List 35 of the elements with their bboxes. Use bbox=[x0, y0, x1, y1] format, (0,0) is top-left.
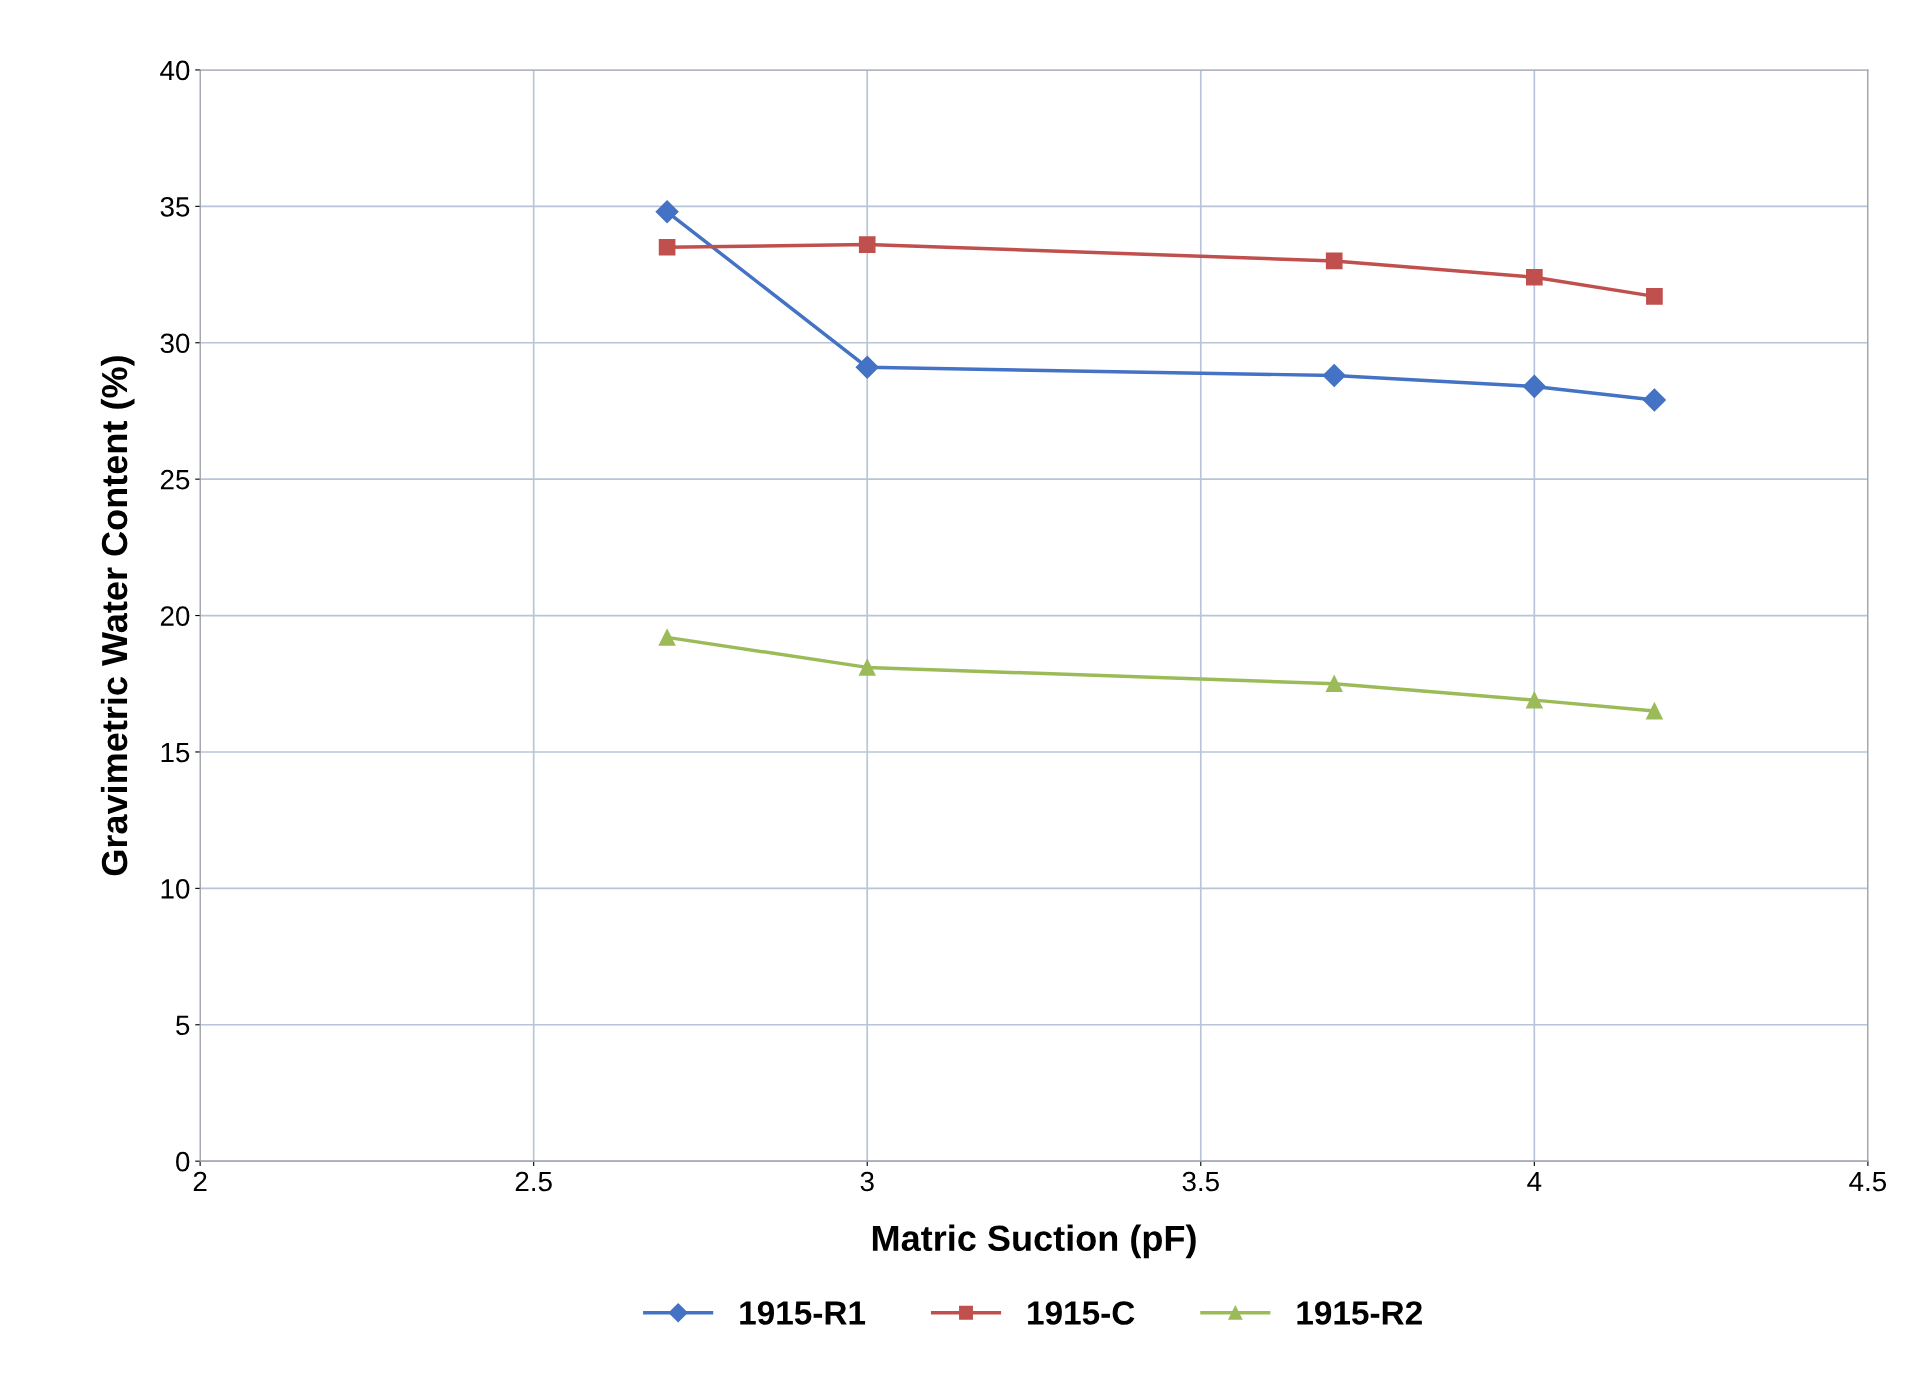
point bbox=[1642, 388, 1666, 412]
point bbox=[655, 200, 679, 224]
legend-label: 1915-R2 bbox=[1297, 1301, 1422, 1325]
y-tick-label: 25 bbox=[160, 469, 190, 490]
y-tick-label: 20 bbox=[160, 606, 190, 626]
point bbox=[1325, 252, 1343, 270]
point bbox=[658, 238, 676, 256]
y-tick-label: 10 bbox=[161, 879, 190, 899]
x-axis-title: Matric Suction (pF) bbox=[872, 1224, 1196, 1259]
x-tick-label: 4 bbox=[1527, 1171, 1542, 1192]
y-tick-label: 15 bbox=[161, 742, 190, 763]
point bbox=[1525, 268, 1543, 286]
x-tick-label: 3 bbox=[860, 1171, 874, 1192]
x-tick-label: 4.5 bbox=[1849, 1171, 1887, 1192]
point bbox=[855, 355, 879, 379]
y-tick-label: 40 bbox=[160, 60, 190, 81]
point bbox=[1325, 675, 1343, 693]
point bbox=[1646, 702, 1663, 720]
point bbox=[858, 236, 876, 253]
point bbox=[1322, 363, 1346, 387]
legend-label: 1915-C bbox=[1028, 1301, 1135, 1325]
point bbox=[1522, 374, 1546, 398]
point bbox=[1525, 691, 1543, 709]
legend-label: 1915-R1 bbox=[740, 1301, 866, 1325]
x-tick-label: 3.5 bbox=[1182, 1171, 1219, 1192]
y-tick-label: 30 bbox=[160, 333, 190, 354]
point bbox=[858, 659, 876, 676]
y-tick-label: 0 bbox=[176, 1151, 190, 1172]
x-tick-label: 2 bbox=[193, 1171, 207, 1192]
y-tick-label: 5 bbox=[176, 1015, 190, 1036]
point bbox=[658, 629, 676, 646]
x-tick-label: 2.5 bbox=[515, 1171, 552, 1192]
y-tick-label: 35 bbox=[160, 197, 190, 217]
y-axis-title: Gravimetric Water Content (%) bbox=[100, 356, 135, 876]
point bbox=[1646, 288, 1663, 305]
